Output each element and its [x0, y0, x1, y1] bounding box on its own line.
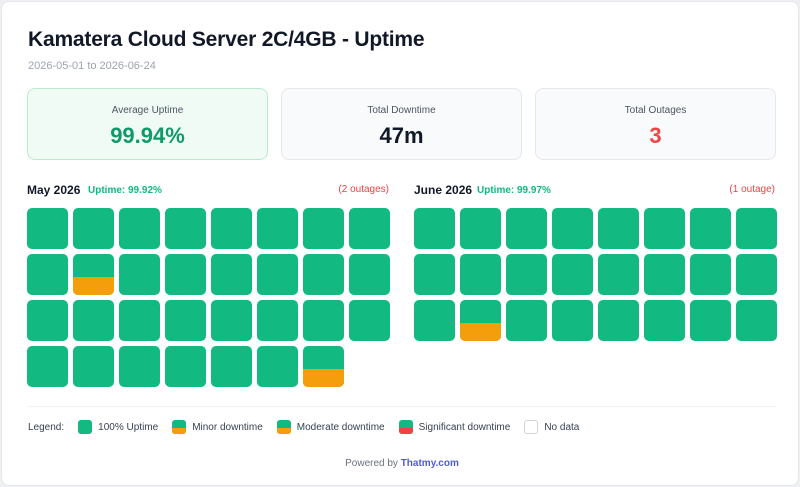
day-cell[interactable] — [73, 346, 114, 387]
day-cell[interactable] — [73, 208, 114, 249]
day-cell[interactable] — [506, 300, 547, 341]
day-cell[interactable] — [736, 254, 777, 295]
stat-value: 47m — [379, 123, 424, 148]
calendar-grid-june — [414, 208, 777, 341]
month-outages-may: (2 outages) — [338, 184, 389, 195]
day-cell[interactable] — [644, 208, 685, 249]
stat-average-uptime: Average Uptime 99.94% — [27, 88, 268, 160]
stat-label: Total Downtime — [367, 105, 436, 116]
day-cell[interactable] — [349, 254, 390, 295]
stat-value: 99.94% — [110, 123, 185, 148]
downtime-segment — [73, 276, 114, 295]
day-cell[interactable] — [73, 300, 114, 341]
downtime-segment — [303, 368, 344, 387]
day-cell[interactable] — [598, 300, 639, 341]
legend-item-label: 100% Uptime — [98, 421, 159, 433]
legend-swatch — [78, 420, 93, 434]
legend-swatch — [398, 420, 413, 434]
calendar-grid-may — [27, 208, 390, 387]
day-cell[interactable] — [552, 208, 593, 249]
month-outages-june: (1 outage) — [729, 184, 775, 195]
day-cell[interactable] — [349, 208, 390, 249]
footer-prefix: Powered by — [345, 458, 398, 469]
day-cell[interactable] — [644, 300, 685, 341]
month-title-june: June 2026 — [414, 183, 473, 197]
stat-value: 3 — [649, 123, 662, 148]
day-cell[interactable] — [690, 254, 731, 295]
day-cell[interactable] — [73, 254, 114, 295]
stat-total-downtime: Total Downtime 47m — [281, 88, 522, 160]
month-uptime-june: Uptime: 99.97% — [477, 185, 551, 196]
day-cell[interactable] — [119, 208, 160, 249]
day-cell[interactable] — [27, 300, 68, 341]
stat-label: Total Outages — [624, 105, 687, 116]
day-cell[interactable] — [211, 346, 252, 387]
day-cell[interactable] — [690, 300, 731, 341]
day-cell[interactable] — [414, 300, 455, 341]
month-uptime-may: Uptime: 99.92% — [88, 185, 162, 196]
legend: Legend: 100% Uptime Minor downtime Moderat… — [28, 420, 593, 434]
day-cell[interactable] — [414, 254, 455, 295]
day-cell[interactable] — [165, 254, 206, 295]
date-range: 2026-05-01 to 2026-06-24 — [28, 60, 156, 72]
day-cell[interactable] — [257, 208, 298, 249]
downtime-segment — [460, 322, 501, 341]
day-cell[interactable] — [27, 208, 68, 249]
day-cell[interactable] — [303, 300, 344, 341]
day-cell[interactable] — [552, 300, 593, 341]
day-cell[interactable] — [349, 300, 390, 341]
day-cell[interactable] — [27, 346, 68, 387]
legend-item: 100% Uptime — [78, 420, 158, 434]
legend-item-label: Minor downtime — [192, 421, 263, 433]
day-cell[interactable] — [211, 300, 252, 341]
day-cell[interactable] — [211, 208, 252, 249]
day-cell[interactable] — [552, 254, 593, 295]
day-cell[interactable] — [303, 208, 344, 249]
legend-item: Moderate downtime — [276, 420, 385, 434]
day-cell[interactable] — [598, 208, 639, 249]
footer-brand-link[interactable]: Thatmy.com — [400, 458, 459, 469]
stat-total-outages: Total Outages 3 — [535, 88, 776, 160]
day-cell[interactable] — [460, 208, 501, 249]
legend-swatch — [276, 420, 291, 434]
day-cell[interactable] — [303, 346, 344, 387]
day-cell[interactable] — [303, 254, 344, 295]
stat-label: Average Uptime — [111, 105, 184, 116]
day-cell[interactable] — [506, 208, 547, 249]
day-cell[interactable] — [165, 208, 206, 249]
day-cell[interactable] — [211, 254, 252, 295]
divider — [28, 406, 776, 407]
day-cell[interactable] — [119, 254, 160, 295]
day-cell[interactable] — [119, 300, 160, 341]
legend-item: Minor downtime — [172, 420, 263, 434]
legend-item: No data — [524, 420, 579, 434]
day-cell[interactable] — [690, 208, 731, 249]
legend-item-label: Significant downtime — [418, 421, 511, 433]
day-cell[interactable] — [165, 300, 206, 341]
day-cell[interactable] — [257, 300, 298, 341]
legend-item-label: Moderate downtime — [296, 421, 385, 433]
legend-swatch — [524, 420, 539, 434]
legend-label: Legend: — [28, 421, 65, 433]
day-cell[interactable] — [414, 208, 455, 249]
day-cell[interactable] — [460, 300, 501, 341]
day-cell[interactable] — [506, 254, 547, 295]
page-title: Kamatera Cloud Server 2C/4GB - Uptime — [28, 28, 425, 51]
legend-swatch — [172, 420, 187, 434]
day-cell[interactable] — [644, 254, 685, 295]
day-cell[interactable] — [736, 300, 777, 341]
day-cell[interactable] — [736, 208, 777, 249]
legend-item-label: No data — [544, 421, 580, 433]
day-cell[interactable] — [257, 254, 298, 295]
day-cell[interactable] — [27, 254, 68, 295]
legend-item: Significant downtime — [398, 420, 511, 434]
day-cell[interactable] — [119, 346, 160, 387]
day-cell[interactable] — [598, 254, 639, 295]
footer: Powered by Thatmy.com — [2, 458, 800, 469]
day-cell[interactable] — [165, 346, 206, 387]
day-cell[interactable] — [460, 254, 501, 295]
month-title-may: May 2026 — [27, 183, 81, 197]
day-cell[interactable] — [257, 346, 298, 387]
